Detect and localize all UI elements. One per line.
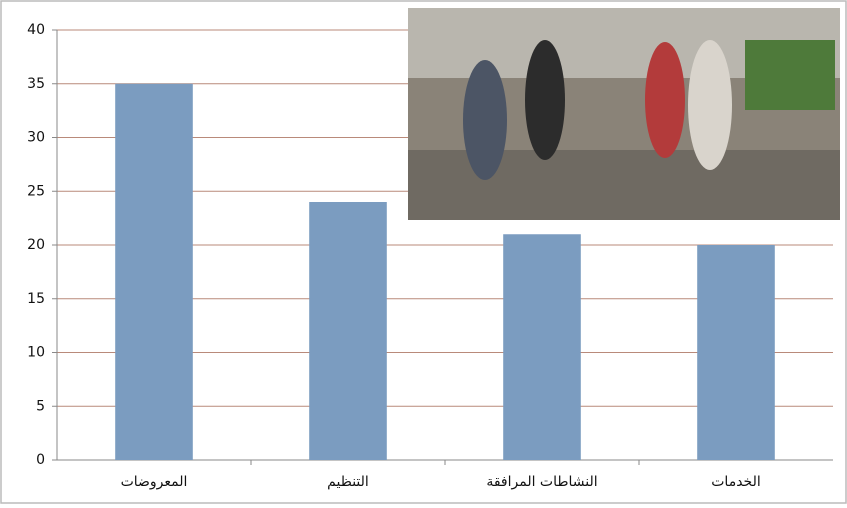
y-tick-label: 20 bbox=[27, 237, 45, 253]
photo-bin bbox=[745, 40, 835, 110]
y-tick-label: 30 bbox=[27, 130, 45, 146]
y-tick-label: 10 bbox=[27, 345, 45, 361]
plot-area: 0 5 10 15 20 25 30 35 40 المعروضات التنظيم النشاطات… bbox=[27, 22, 833, 490]
photo-person bbox=[688, 40, 732, 170]
y-tick-label: 40 bbox=[27, 22, 45, 38]
photo-person bbox=[525, 40, 565, 160]
x-tick-label: النشاطات المرافقة bbox=[486, 474, 597, 490]
y-tick-label: 15 bbox=[27, 291, 45, 307]
bar bbox=[697, 245, 775, 460]
x-tick-label: التنظيم bbox=[327, 474, 369, 490]
bar bbox=[115, 83, 193, 460]
y-tick-label: 25 bbox=[27, 183, 45, 199]
y-tick-label: 35 bbox=[27, 76, 45, 92]
photo-person bbox=[463, 60, 507, 180]
photo-person bbox=[645, 42, 685, 158]
photo-inset bbox=[408, 8, 840, 220]
y-tick-label: 5 bbox=[36, 398, 45, 414]
y-tick-label: 0 bbox=[36, 452, 45, 468]
bar bbox=[503, 234, 581, 460]
x-tick-label: المعروضات bbox=[121, 474, 188, 490]
bar bbox=[309, 202, 387, 460]
x-tick-label: الخدمات bbox=[711, 474, 761, 490]
